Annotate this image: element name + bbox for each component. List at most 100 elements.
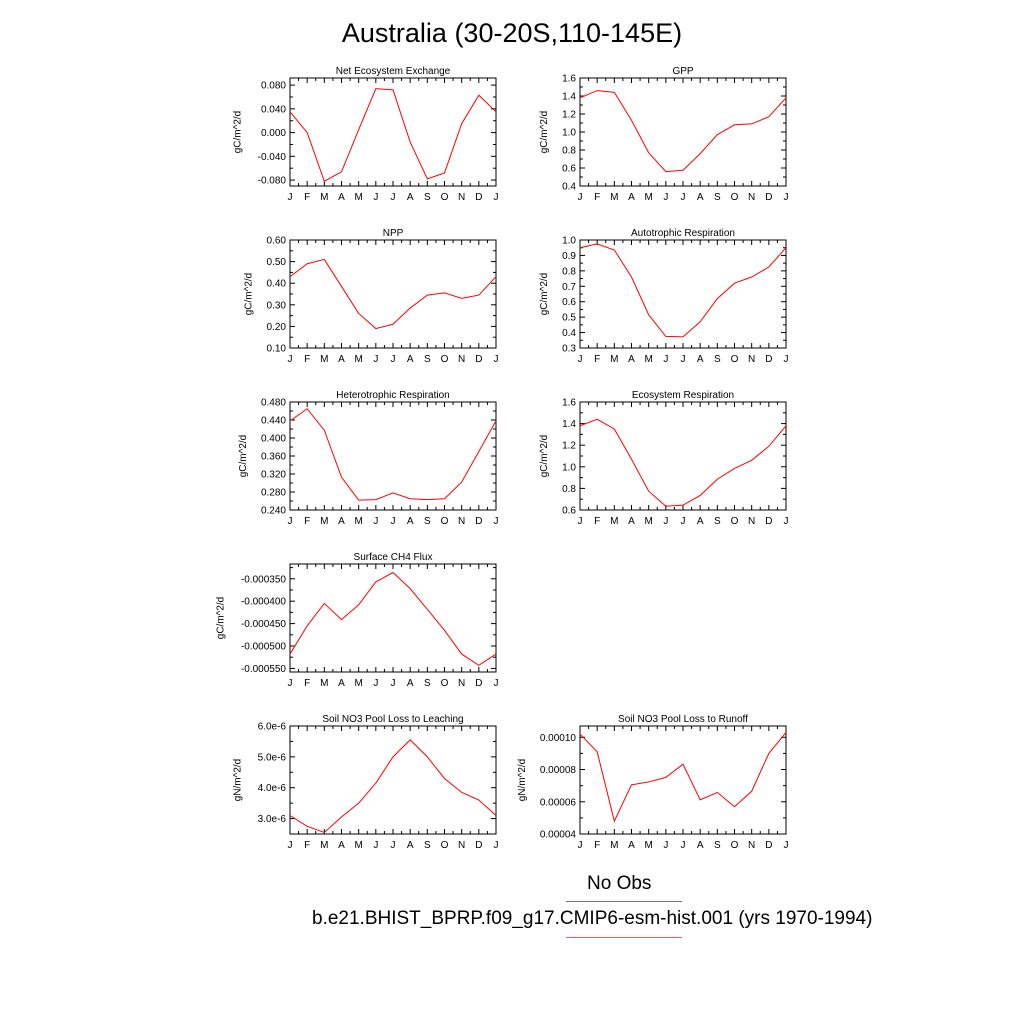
x-tick-label: D [475, 354, 482, 365]
series-line [289, 739, 497, 834]
x-tick-label: A [338, 516, 345, 527]
y-tick-label: 0.8 [562, 266, 576, 277]
chart-title: Heterotrophic Respiration [336, 390, 449, 401]
y-axis-label: gC/m^2/d [238, 435, 249, 478]
y-tick-label: 5.0e-6 [258, 752, 287, 763]
y-tick-label: 0.9 [562, 251, 576, 262]
series-line [579, 243, 787, 338]
x-tick-label: M [354, 840, 362, 851]
x-tick-label: J [288, 840, 293, 851]
x-tick-label: J [681, 516, 686, 527]
x-tick-label: J [391, 354, 396, 365]
x-tick-label: J [578, 354, 583, 365]
y-tick-label: 0.30 [267, 300, 287, 311]
chart-title: Autotrophic Respiration [631, 228, 735, 239]
x-tick-label: J [494, 192, 499, 203]
x-tick-label: F [304, 354, 310, 365]
x-tick-label: O [731, 516, 739, 527]
x-tick-label: J [784, 516, 789, 527]
x-tick-label: S [714, 354, 721, 365]
plot-frame [289, 725, 497, 835]
x-tick-label: J [391, 840, 396, 851]
x-tick-label: M [644, 354, 652, 365]
x-tick-label: J [494, 354, 499, 365]
y-axis-label: gC/m^2/d [539, 435, 550, 478]
x-tick-label: N [458, 840, 465, 851]
x-tick-label: A [628, 516, 635, 527]
x-tick-label: S [714, 516, 721, 527]
x-tick-label: S [424, 354, 431, 365]
plot-frame [579, 239, 787, 349]
x-tick-label: O [731, 192, 739, 203]
x-tick-label: J [663, 840, 668, 851]
y-axis-label: gC/m^2/d [232, 111, 243, 154]
x-tick-label: D [765, 354, 772, 365]
y-tick-label: 0.50 [267, 257, 287, 268]
y-tick-label: 1.6 [562, 74, 576, 85]
y-tick-label: 3.0e-6 [258, 814, 287, 825]
x-tick-label: O [731, 354, 739, 365]
y-tick-label: 0.10 [267, 344, 287, 355]
page-title: Australia (30-20S,110-145E) [341, 18, 683, 48]
x-tick-label: J [681, 354, 686, 365]
x-tick-label: N [748, 516, 755, 527]
x-tick-label: N [748, 192, 755, 203]
y-axis-label: gN/m^2/d [232, 759, 243, 802]
x-tick-label: A [338, 192, 345, 203]
y-tick-label: 0.320 [261, 470, 286, 481]
x-tick-label: M [354, 192, 362, 203]
legend-obs-label: No Obs [587, 873, 652, 894]
chart-title: NPP [383, 228, 404, 239]
x-tick-label: D [475, 192, 482, 203]
y-tick-label: 0.00010 [540, 733, 577, 744]
x-tick-label: J [663, 192, 668, 203]
y-axis-label: gC/m^2/d [539, 111, 550, 154]
legend-model-line [566, 937, 682, 938]
x-tick-label: M [320, 840, 328, 851]
x-tick-label: J [373, 840, 378, 851]
x-tick-label: F [304, 516, 310, 527]
x-tick-label: S [424, 192, 431, 203]
x-tick-label: N [748, 354, 755, 365]
y-axis-label: gC/m^2/d [244, 273, 255, 316]
x-tick-label: O [441, 678, 449, 689]
x-tick-label: M [610, 516, 618, 527]
x-tick-label: F [304, 192, 310, 203]
series-line [579, 732, 787, 823]
y-tick-label: -0.000500 [241, 642, 286, 653]
x-tick-label: F [594, 840, 600, 851]
y-tick-label: 0.00008 [540, 765, 577, 776]
y-tick-label: 1.4 [562, 419, 576, 430]
x-tick-label: J [494, 678, 499, 689]
x-tick-label: J [288, 678, 293, 689]
x-tick-label: J [288, 516, 293, 527]
x-tick-label: A [697, 840, 704, 851]
y-axis-label: gC/m^2/d [216, 597, 227, 640]
x-tick-label: S [714, 192, 721, 203]
x-tick-label: A [407, 516, 414, 527]
x-tick-label: M [354, 678, 362, 689]
plot-frame [289, 77, 497, 187]
x-tick-label: M [320, 354, 328, 365]
x-tick-label: M [320, 516, 328, 527]
y-tick-label: 0.6 [562, 506, 576, 517]
y-tick-label: 0.5 [562, 313, 576, 324]
y-tick-label: 0.7 [562, 282, 576, 293]
series-line [289, 258, 497, 330]
y-tick-label: 0.360 [261, 452, 286, 463]
y-tick-label: 0.8 [562, 146, 576, 157]
y-tick-label: 0.6 [562, 164, 576, 175]
x-tick-label: M [644, 840, 652, 851]
y-tick-label: 4.0e-6 [258, 783, 287, 794]
chart-title: Net Ecosystem Exchange [336, 66, 451, 77]
x-tick-label: D [475, 678, 482, 689]
x-tick-label: O [441, 840, 449, 851]
y-tick-label: -0.080 [258, 176, 287, 187]
x-tick-label: A [338, 840, 345, 851]
y-tick-label: 0.480 [261, 398, 286, 409]
x-tick-label: S [714, 840, 721, 851]
x-tick-label: A [338, 354, 345, 365]
